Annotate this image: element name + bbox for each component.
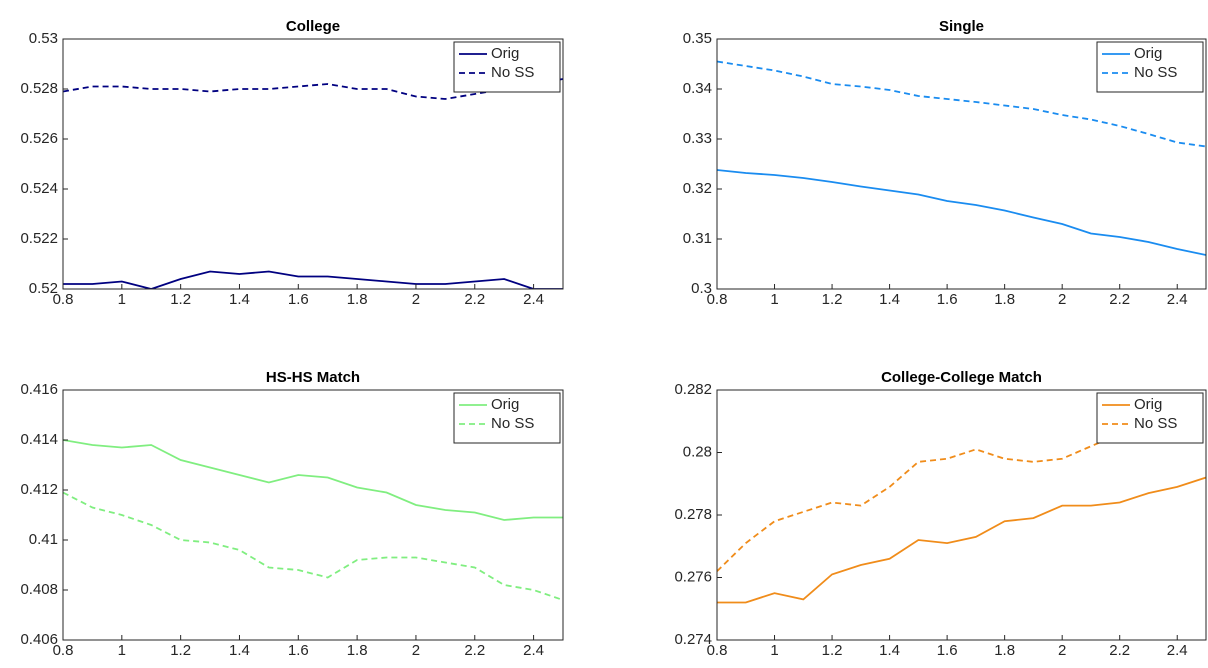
- legend-box: [1096, 41, 1204, 93]
- x-tick-label: 2: [412, 642, 420, 659]
- x-tick-label: 1: [770, 291, 778, 308]
- y-tick-label: 0.53: [29, 30, 58, 47]
- legend-box: [453, 41, 561, 93]
- y-tick-label: 0.41: [29, 531, 58, 548]
- y-tick-label: 0.416: [20, 381, 58, 398]
- y-tick-label: 0.276: [674, 568, 712, 585]
- x-tick-label: 1.6: [288, 291, 309, 308]
- y-tick-label: 0.406: [20, 631, 58, 648]
- x-tick-label: 0.8: [53, 291, 74, 308]
- chart-title: HS-HS Match: [266, 369, 360, 386]
- y-tick-label: 0.414: [20, 431, 58, 448]
- y-tick-label: 0.34: [683, 80, 712, 97]
- series-line: [717, 476, 1206, 604]
- x-tick-label: 2: [1058, 642, 1066, 659]
- legend: Orig No SS: [453, 392, 561, 444]
- chart-title: Single: [939, 18, 984, 35]
- x-tick-label: 2.4: [1167, 642, 1188, 659]
- x-tick-label: 1.2: [170, 291, 191, 308]
- x-tick-label: 1.4: [229, 642, 250, 659]
- legend-label: No SS: [491, 415, 534, 432]
- y-tick-label: 0.412: [20, 481, 58, 498]
- x-tick-label: 2.2: [1109, 291, 1130, 308]
- y-tick-label: 0.278: [674, 506, 712, 523]
- x-tick-label: 1.2: [822, 642, 843, 659]
- series-line: [717, 169, 1206, 256]
- subplot: 0.8 1 1.2 1.4 1.6 1.8 2 2.2 2.4 0.274 0.276 0.278 0.…: [674, 369, 1207, 659]
- y-tick-label: 0.274: [674, 631, 712, 648]
- subplot: 0.8 1 1.2 1.4 1.6 1.8 2 2.2 2.4 0.52 0.522 0.524 0.5…: [20, 18, 564, 308]
- legend-label: Orig: [491, 396, 519, 413]
- y-tick-label: 0.35: [683, 30, 712, 47]
- x-tick-label: 2.2: [464, 291, 485, 308]
- series-line: [63, 78, 563, 100]
- y-tick-label: 0.52: [29, 280, 58, 297]
- x-tick-label: 1.6: [288, 642, 309, 659]
- x-tick-label: 2.2: [464, 642, 485, 659]
- legend: Orig No SS: [1096, 392, 1204, 444]
- legend-label: No SS: [491, 64, 534, 81]
- x-tick-label: 1.6: [937, 642, 958, 659]
- x-tick-label: 0.8: [707, 642, 728, 659]
- x-tick-label: 1.2: [170, 642, 191, 659]
- x-tick-label: 1: [770, 642, 778, 659]
- series-line: [63, 439, 563, 521]
- legend-label: No SS: [1134, 64, 1177, 81]
- axes-box: [62, 389, 564, 641]
- y-tick-label: 0.33: [683, 130, 712, 147]
- y-tick-label: 0.3: [691, 280, 712, 297]
- legend: Orig No SS: [1096, 41, 1204, 93]
- x-tick-label: 1.4: [229, 291, 250, 308]
- x-tick-label: 1.8: [347, 642, 368, 659]
- y-tick-label: 0.282: [674, 381, 712, 398]
- legend-label: Orig: [1134, 396, 1162, 413]
- y-tick-label: 0.31: [683, 230, 712, 247]
- plot-area: [63, 439, 563, 601]
- chart-title: College: [286, 18, 340, 35]
- x-tick-label: 0.8: [53, 642, 74, 659]
- x-tick-label: 2.4: [523, 642, 544, 659]
- y-tick-label: 0.524: [20, 180, 58, 197]
- y-tick-label: 0.522: [20, 230, 58, 247]
- series-line: [63, 270, 563, 289]
- y-tick-label: 0.528: [20, 80, 58, 97]
- chart-title: College-College Match: [881, 369, 1042, 386]
- x-tick-label: 2: [412, 291, 420, 308]
- legend-label: Orig: [491, 45, 519, 62]
- legend-box: [1096, 392, 1204, 444]
- x-tick-label: 2.4: [1167, 291, 1188, 308]
- y-tick-label: 0.526: [20, 130, 58, 147]
- x-tick-label: 1.4: [879, 642, 900, 659]
- legend-label: No SS: [1134, 415, 1177, 432]
- x-tick-label: 1.4: [879, 291, 900, 308]
- legend: Orig No SS: [453, 41, 561, 93]
- y-tick-label: 0.28: [683, 443, 712, 460]
- y-tick-label: 0.32: [683, 180, 712, 197]
- x-tick-label: 2.4: [523, 291, 544, 308]
- legend-label: Orig: [1134, 45, 1162, 62]
- x-tick-label: 1: [118, 291, 126, 308]
- series-line: [717, 60, 1206, 148]
- x-tick-label: 2.2: [1109, 642, 1130, 659]
- axes-box: [716, 38, 1207, 290]
- subplot: 0.8 1 1.2 1.4 1.6 1.8 2 2.2 2.4 0.3 0.31 0.32 0.33 0.…: [683, 18, 1207, 308]
- x-tick-label: 1.8: [994, 642, 1015, 659]
- subplot: 0.8 1 1.2 1.4 1.6 1.8 2 2.2 2.4 0.406 0.408 0.41 0.4…: [20, 369, 564, 659]
- axes-box: [62, 38, 564, 290]
- plot-area: [717, 60, 1206, 256]
- legend-box: [453, 392, 561, 444]
- x-tick-label: 1.2: [822, 291, 843, 308]
- x-tick-label: 1: [118, 642, 126, 659]
- y-tick-label: 0.408: [20, 581, 58, 598]
- plot-area: [63, 78, 563, 289]
- x-tick-label: 2: [1058, 291, 1066, 308]
- x-tick-label: 1.8: [994, 291, 1015, 308]
- x-tick-label: 1.6: [937, 291, 958, 308]
- x-tick-label: 1.8: [347, 291, 368, 308]
- x-tick-label: 0.8: [707, 291, 728, 308]
